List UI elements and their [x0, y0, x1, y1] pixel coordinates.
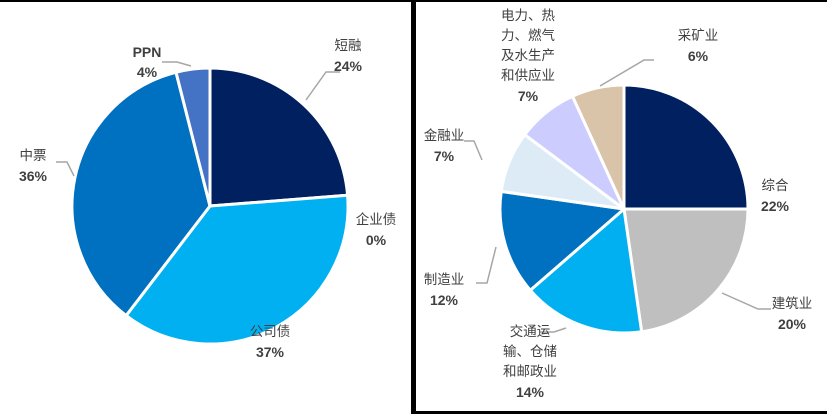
- label-duanrong: 短融 24%: [333, 38, 363, 74]
- label-jiaotong: 交通运 输、仓储 和邮政业 14%: [503, 324, 557, 400]
- leader-line: [599, 59, 654, 87]
- frame-bottom-border: [411, 411, 827, 414]
- pie-left-svg: [56, 61, 350, 346]
- panel-divider: [411, 0, 416, 414]
- label-qiyezhai: 企业债 0%: [355, 212, 397, 248]
- pie-slice: [174, 66, 212, 208]
- leader-line: [162, 61, 192, 67]
- pie-slice: [124, 193, 350, 346]
- leader-line: [540, 327, 567, 333]
- label-ppn: PPN 4%: [132, 44, 162, 80]
- leader-line: [305, 71, 340, 101]
- pie-slice: [528, 207, 644, 335]
- pie-right-svg: [464, 59, 771, 335]
- label-jianzhuye: 建筑业 20%: [771, 296, 813, 332]
- pie-slice: [208, 66, 350, 208]
- pie-slice: [622, 207, 750, 334]
- leader-line: [721, 292, 771, 310]
- pie-slice: [70, 70, 212, 318]
- pie-slice: [498, 189, 626, 292]
- label-jinrongye: 金融业 7%: [423, 128, 465, 164]
- industry-pie-chart: 综合 22% 建筑业 20% 交通运 输、仓储 和邮政业 14% 制造业 12%…: [416, 0, 827, 414]
- label-zhizaoye: 制造业 12%: [423, 272, 465, 308]
- label-dianli: 电力、热 力、燃气 及水生产 和供应业 7%: [501, 8, 555, 104]
- label-caikuangye: 采矿业 6%: [677, 28, 719, 64]
- leader-line: [476, 246, 497, 284]
- label-gongsizhai: 公司债 37%: [249, 324, 291, 360]
- leader-line: [464, 140, 483, 161]
- leader-line: [56, 161, 75, 177]
- pie-slice: [570, 83, 626, 211]
- label-zhongpiao: 中票 36%: [18, 148, 48, 184]
- bond-type-pie-chart: 短融 24% 企业债 0% 公司债 37% 中票 36% PPN 4%: [0, 0, 411, 414]
- label-zonghe: 综合 22%: [760, 178, 790, 214]
- pie-slice: [622, 83, 750, 211]
